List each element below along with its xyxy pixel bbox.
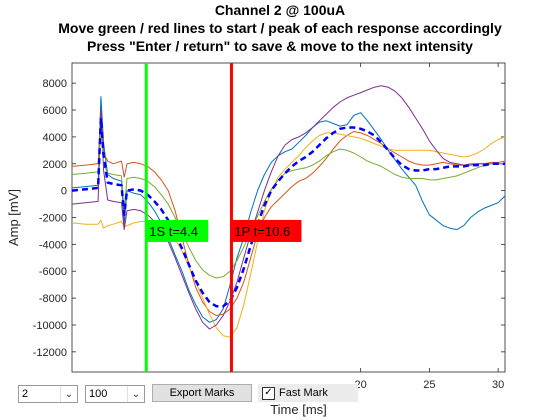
x-axis-label: Time [ms] bbox=[270, 402, 327, 417]
fast-mark-checkbox[interactable]: ✓ Fast Mark bbox=[258, 384, 358, 402]
1S-marker-label-box bbox=[146, 219, 209, 242]
chevron-down-icon: ⌄ bbox=[127, 386, 144, 402]
x-tick-label: 25 bbox=[423, 379, 435, 391]
1P-marker-label: 1P t=10.6 bbox=[234, 224, 290, 239]
axes-box bbox=[71, 62, 506, 373]
y-tick-label: -2000 bbox=[39, 213, 67, 225]
response-trace-line-4 bbox=[72, 85, 505, 330]
chart-title-line1: Channel 2 @ 100uA bbox=[214, 2, 346, 18]
y-tick-label: 0 bbox=[61, 186, 67, 198]
intensity-select-value: 100 bbox=[89, 388, 108, 400]
y-tick-label: 8000 bbox=[43, 78, 67, 90]
response-trace-line-5 bbox=[72, 125, 505, 279]
x-tick-label: 30 bbox=[492, 379, 504, 391]
y-tick-label: -4000 bbox=[39, 239, 67, 251]
response-trace-line-3 bbox=[72, 132, 505, 338]
y-tick-label: 6000 bbox=[43, 105, 67, 117]
y-axis-label: Amp [mV] bbox=[6, 189, 21, 246]
mean-trace-line bbox=[72, 116, 505, 308]
y-tick-label: -10000 bbox=[33, 320, 67, 332]
1P-marker-label-box bbox=[231, 219, 302, 242]
y-tick-label: -12000 bbox=[33, 347, 67, 359]
fast-mark-label: Fast Mark bbox=[279, 387, 328, 399]
chart-title-line2: Move green / red lines to start / peak o… bbox=[58, 20, 502, 36]
checkbox-check-icon: ✓ bbox=[262, 386, 275, 400]
chevron-down-icon: ⌄ bbox=[60, 386, 77, 402]
y-tick-label: -6000 bbox=[39, 266, 67, 278]
chart-title-line3: Press "Enter / return" to save & move to… bbox=[87, 38, 473, 54]
y-tick-label: 4000 bbox=[43, 132, 67, 144]
export-marks-label: Export Marks bbox=[169, 387, 235, 399]
channel-select[interactable]: 2 ⌄ bbox=[18, 385, 78, 403]
export-marks-button[interactable]: Export Marks bbox=[152, 384, 252, 402]
response-trace-line-1 bbox=[72, 96, 505, 323]
intensity-select[interactable]: 100 ⌄ bbox=[85, 385, 145, 403]
y-tick-label: 2000 bbox=[43, 159, 67, 171]
channel-select-value: 2 bbox=[22, 388, 29, 400]
response-trace-line-2 bbox=[72, 109, 505, 317]
1S-marker-label: 1S t=4.4 bbox=[149, 224, 198, 239]
y-tick-label: -8000 bbox=[39, 293, 67, 305]
